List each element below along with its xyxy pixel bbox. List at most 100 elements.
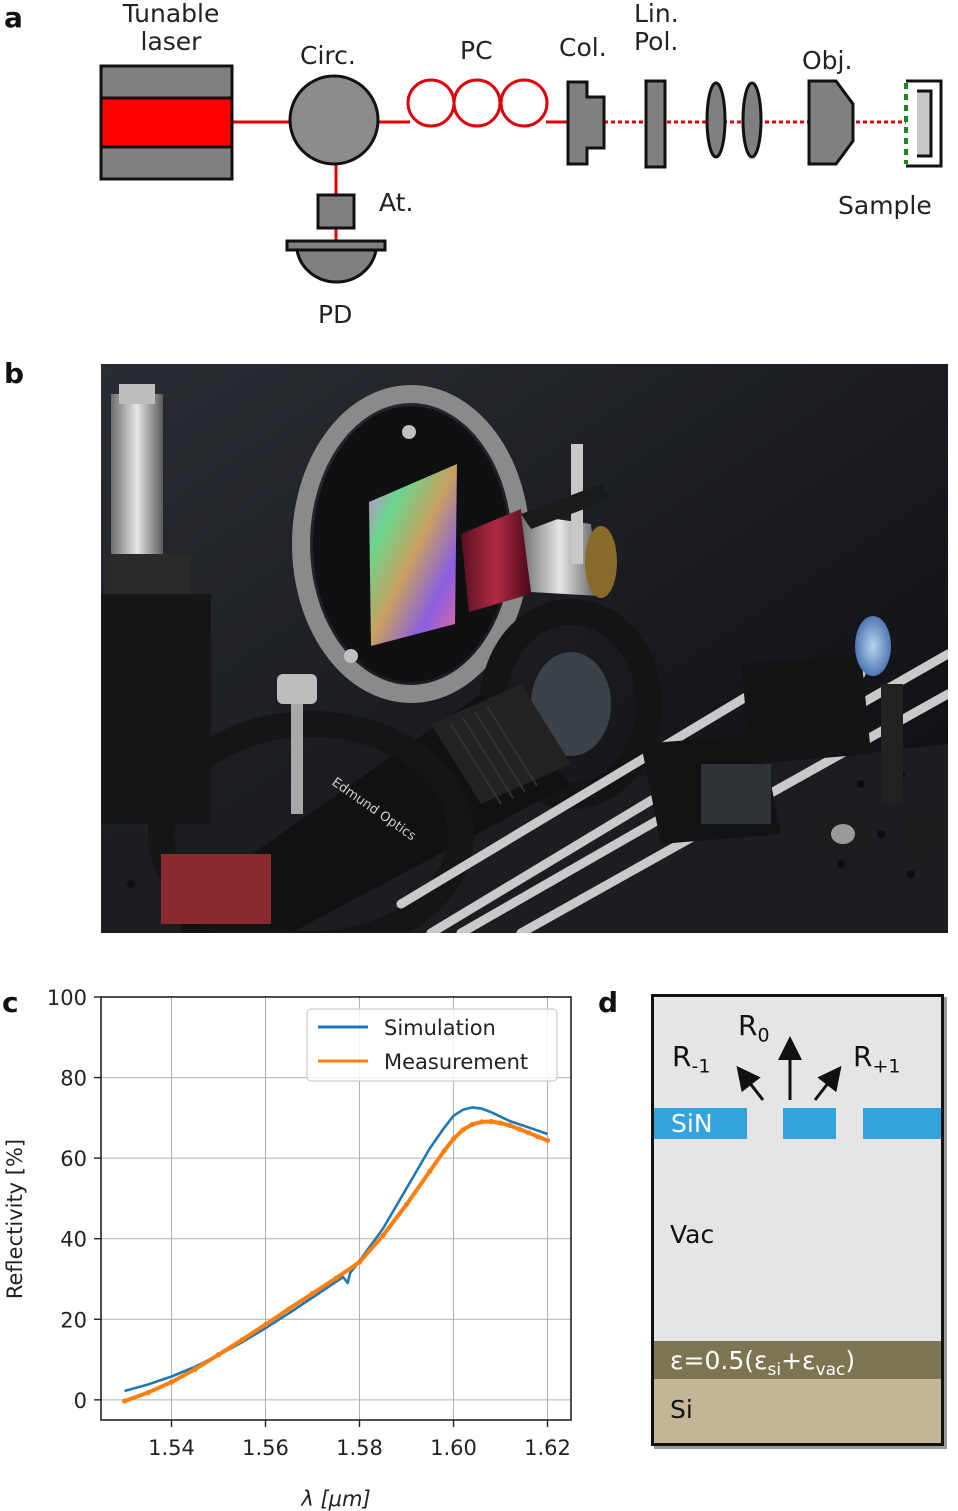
eps-part-close: ) [845, 1346, 856, 1375]
x-tick-label: 1.58 [336, 1436, 383, 1460]
circulator [288, 74, 380, 166]
eps-si-sub: si [767, 1360, 782, 1380]
legend-label-simulation: Simulation [384, 1016, 496, 1040]
legend-label-measurement: Measurement [384, 1050, 528, 1074]
si-label: Si [670, 1395, 693, 1424]
eps-vac-sub: vac [815, 1360, 846, 1380]
reflectivity-chart: 1.54 1.56 1.58 1.60 1.62 0 20 40 60 80 100 Reflect… [3, 986, 572, 1511]
effective-layer [654, 1341, 941, 1379]
sin-label: SiN [671, 1109, 713, 1138]
x-tick-label: 1.56 [242, 1436, 289, 1460]
y-tick-label: 100 [47, 986, 87, 1010]
measurement-point [427, 1168, 433, 1174]
y-tick-label: 60 [60, 1147, 87, 1171]
chart-ticks: 1.54 1.56 1.58 1.60 1.62 0 20 40 60 80 100 [47, 986, 571, 1460]
measurement-point [239, 1337, 245, 1343]
photodiode [285, 239, 387, 284]
x-tick-label: 1.60 [430, 1436, 477, 1460]
y-tick-label: 20 [60, 1308, 87, 1332]
measurement-point [380, 1232, 386, 1239]
measurement-point [441, 1148, 447, 1154]
attenuator [316, 193, 356, 230]
circulator-label: Circ. [300, 41, 356, 70]
plot-frame [100, 996, 572, 1421]
y-tick-label: 80 [60, 1067, 87, 1091]
measurement-point [450, 1136, 457, 1142]
fiber-beam [232, 120, 570, 248]
measurement-point [145, 1390, 151, 1396]
measurement-point [479, 1119, 485, 1125]
y-tick-label: 0 [74, 1389, 87, 1413]
label-r0-base: R [738, 1009, 758, 1042]
polarizer-label: Lin. Pol. [634, 0, 679, 56]
chart-series [121, 1106, 551, 1404]
measurement-point [460, 1127, 466, 1133]
grating-layer-diagram: R0 R-1 R+1 SiN Vac ε=0.5(εsi+εvac) Si [651, 994, 944, 1446]
polarization-controller [406, 78, 549, 128]
x-tick-label: 1.62 [524, 1436, 571, 1460]
panel-a-letter: a [4, 1, 23, 34]
arrow-r-plus-1 [813, 1065, 842, 1101]
pc-label: PC [460, 36, 493, 65]
label-r-minus-1-sub: -1 [691, 1055, 711, 1078]
measurement-point [526, 1130, 532, 1136]
sin-bar-middle [783, 1108, 836, 1139]
measurement-point [535, 1134, 541, 1140]
y-axis-label: Reflectivity [%] [3, 1139, 27, 1299]
si-substrate [654, 1379, 941, 1443]
collimator [566, 80, 606, 166]
measurement-point [356, 1259, 363, 1265]
laser-label-line1: Tunable [122, 0, 220, 28]
measurement-point [121, 1398, 128, 1404]
measurement-point [488, 1118, 494, 1125]
collimator-label: Col. [559, 33, 607, 62]
label-r-minus-1-base: R [672, 1040, 692, 1073]
polarizer-label-line2: Pol. [634, 27, 679, 56]
linear-polarizer [644, 79, 667, 169]
label-r0: R0 [738, 1012, 770, 1046]
effective-layer-label: ε=0.5(εsi+εvac) [670, 1348, 855, 1379]
measurement-point [262, 1321, 269, 1328]
eps-part-a: ε=0.5(ε [670, 1346, 768, 1375]
x-tick-label: 1.54 [148, 1436, 195, 1460]
sample-holder [904, 79, 943, 168]
measurement-point [507, 1122, 513, 1129]
diffraction-arrows [736, 1036, 842, 1101]
measurement-point [333, 1275, 339, 1281]
lens-2 [741, 81, 763, 159]
panel-d-letter: d [598, 986, 619, 1019]
label-r-minus-1: R-1 [672, 1043, 710, 1077]
vac-label: Vac [670, 1220, 715, 1249]
attenuator-label: At. [379, 188, 414, 217]
laser-label-line2: laser [140, 27, 202, 56]
measurement-point [309, 1290, 316, 1297]
polarizer-label-line1: Lin. [634, 0, 679, 28]
measurement-point [168, 1379, 175, 1385]
setup-photograph: Edmund Optics [101, 364, 948, 933]
eps-part-plus: +ε [781, 1346, 816, 1375]
measurement-point [286, 1306, 292, 1312]
laser-label: Tunable laser [101, 0, 241, 56]
x-axis-label: λ [μm] [300, 1487, 370, 1511]
series-line-measurement [123, 1119, 549, 1403]
lens-1 [705, 81, 727, 159]
sin-bar-left [654, 1108, 747, 1139]
setup-schematic [99, 64, 943, 284]
photodiode-label: PD [318, 300, 353, 329]
sample-label: Sample [838, 191, 932, 220]
chart-legend: Simulation Measurement [306, 1008, 558, 1082]
arrow-r-minus-1 [736, 1065, 765, 1101]
y-tick-label: 40 [60, 1228, 87, 1252]
label-r0-sub: 0 [757, 1024, 770, 1047]
sin-bar-right [863, 1108, 941, 1139]
panel-b-letter: b [4, 357, 25, 390]
measurement-point [469, 1121, 475, 1127]
label-r-plus-1: R+1 [853, 1043, 900, 1077]
measurement-point [403, 1201, 410, 1208]
measurement-point [215, 1352, 222, 1358]
label-r-plus-1-sub: +1 [872, 1055, 901, 1078]
panel-c-letter: c [2, 986, 19, 1019]
measurement-point [544, 1137, 551, 1144]
series-line-simulation [124, 1106, 548, 1393]
objective [807, 79, 855, 166]
